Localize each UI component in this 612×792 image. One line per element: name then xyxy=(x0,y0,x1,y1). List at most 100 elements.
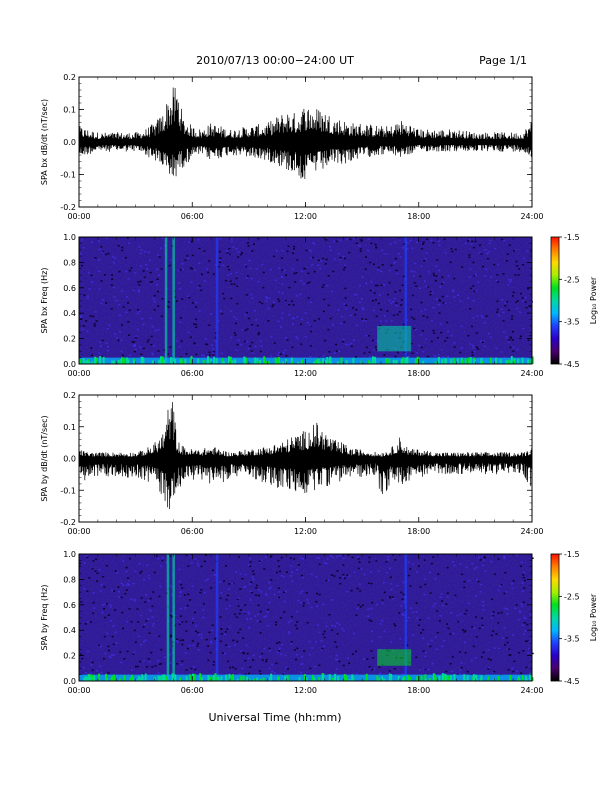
spectrogram-pixel xyxy=(278,591,281,593)
spectrogram-pixel xyxy=(91,669,94,671)
spectrogram-pixel xyxy=(182,639,185,641)
spectrogram-pixel xyxy=(307,602,310,604)
spectrogram-pixel xyxy=(261,659,264,661)
spectrogram-pixel xyxy=(504,607,507,610)
spectrogram-pixel xyxy=(285,666,288,669)
low-frequency-mark xyxy=(466,675,469,681)
spectrogram-pixel xyxy=(197,239,200,241)
spectrogram-pixel xyxy=(208,260,211,262)
spectrogram-pixel xyxy=(333,352,336,354)
spectrogram-pixel xyxy=(439,323,442,325)
spectrogram-pixel xyxy=(473,274,476,277)
spectrogram-pixel xyxy=(429,291,432,293)
spectrogram-pixel xyxy=(342,564,345,566)
spectrogram-pixel xyxy=(343,303,346,305)
spectrogram-pixel xyxy=(368,351,371,353)
spectrogram-pixel xyxy=(402,593,405,596)
spectrogram-pixel xyxy=(296,259,299,261)
spectrogram-pixel xyxy=(400,304,403,306)
spectrogram-pixel xyxy=(438,312,441,314)
low-frequency-mark xyxy=(277,357,280,364)
spectrogram-pixel xyxy=(490,612,493,615)
spectrogram-pixel xyxy=(282,576,285,578)
spectrogram-pixel xyxy=(361,604,364,606)
spectrogram-pixel xyxy=(409,585,412,587)
spectrogram-pixel xyxy=(111,635,114,638)
spectrogram-pixel xyxy=(273,593,276,596)
spectrogram-pixel xyxy=(234,668,237,670)
spectrogram-pixel xyxy=(138,289,141,291)
spectrogram-pixel xyxy=(169,636,172,638)
spectrogram-pixel xyxy=(236,640,239,643)
spectrogram-pixel xyxy=(94,311,97,313)
spectrogram-pixel xyxy=(128,269,131,272)
spectrogram-pixel xyxy=(475,579,478,581)
spectrogram-pixel xyxy=(158,256,161,258)
spectrogram-pixel xyxy=(508,339,511,341)
spectrogram-pixel xyxy=(344,264,347,267)
spectrogram-pixel xyxy=(390,588,393,591)
spectrogram-pixel xyxy=(453,346,456,348)
colorbar-tick-label: -3.5 xyxy=(564,635,580,644)
spectrogram-pixel xyxy=(522,264,525,266)
spectrogram-pixel xyxy=(297,599,300,602)
low-frequency-mark xyxy=(240,675,243,681)
low-frequency-mark xyxy=(416,675,419,681)
low-frequency-mark xyxy=(192,677,195,681)
spectrogram-pixel xyxy=(226,594,229,597)
spectrogram-pixel xyxy=(154,665,157,667)
low-frequency-mark xyxy=(424,678,427,681)
spectrogram-pixel xyxy=(166,287,169,290)
spectrogram-pixel xyxy=(393,314,396,317)
spectrogram-pixel xyxy=(420,632,422,634)
spectrogram-pixel xyxy=(420,333,423,336)
spectrogram-pixel xyxy=(169,634,172,637)
spectrogram-pixel xyxy=(519,565,522,567)
spectrogram-pixel xyxy=(152,298,155,300)
spectrogram-pixel xyxy=(257,613,259,615)
low-frequency-mark xyxy=(456,358,459,364)
spectrogram-pixel xyxy=(309,345,312,347)
spectrogram-pixel xyxy=(244,314,247,316)
spectrogram-pixel xyxy=(435,648,438,650)
spectrogram-pixel xyxy=(526,250,529,252)
spectrogram-pixel xyxy=(367,608,370,611)
spectrogram-pixel xyxy=(194,558,197,560)
spectrogram-pixel xyxy=(220,352,223,355)
spectrogram-pixel xyxy=(461,266,464,268)
spectrogram-pixel xyxy=(349,314,352,317)
spectrogram-pixel xyxy=(281,269,284,271)
spectrogram-pixel xyxy=(250,350,253,352)
spectrogram-pixel xyxy=(441,600,444,602)
spectrogram-pixel xyxy=(530,614,532,616)
spectrogram-pixel xyxy=(218,259,221,262)
spectrogram-pixel xyxy=(362,308,365,311)
spectrogram-pixel xyxy=(394,257,397,260)
spectrogram-pixel xyxy=(322,603,325,606)
spectrogram-pixel xyxy=(434,636,437,638)
spectrogram-pixel xyxy=(120,661,123,664)
spectrogram-pixel xyxy=(200,289,203,292)
spectrogram-pixel xyxy=(231,582,234,585)
spectrogram-pixel xyxy=(92,592,95,594)
spectrogram-pixel xyxy=(128,334,130,336)
spectrogram-pixel xyxy=(137,281,140,283)
spectrogram-pixel xyxy=(166,353,169,355)
spectrogram-pixel xyxy=(254,345,257,348)
colorbar-tick-label: -2.5 xyxy=(564,592,580,601)
waveform-trace xyxy=(78,87,533,179)
spectrogram-pixel xyxy=(409,568,412,570)
spectrogram-pixel xyxy=(98,288,101,290)
low-frequency-mark xyxy=(441,673,444,681)
spectrogram-pixel xyxy=(278,649,280,651)
spectrogram-pixel xyxy=(521,582,524,584)
spectrogram-pixel xyxy=(341,628,344,630)
spectrogram-pixel xyxy=(462,629,465,631)
spectrogram-pixel xyxy=(205,579,208,582)
spectrogram-pixel xyxy=(161,557,164,559)
spectrogram-pixel xyxy=(249,666,252,668)
figure-title: 2010/07/13 00:00−24:00 UT xyxy=(196,54,354,67)
spectrogram-pixel xyxy=(325,239,328,241)
spectrogram-pixel xyxy=(503,239,506,242)
spectrogram-pixel xyxy=(493,647,496,649)
